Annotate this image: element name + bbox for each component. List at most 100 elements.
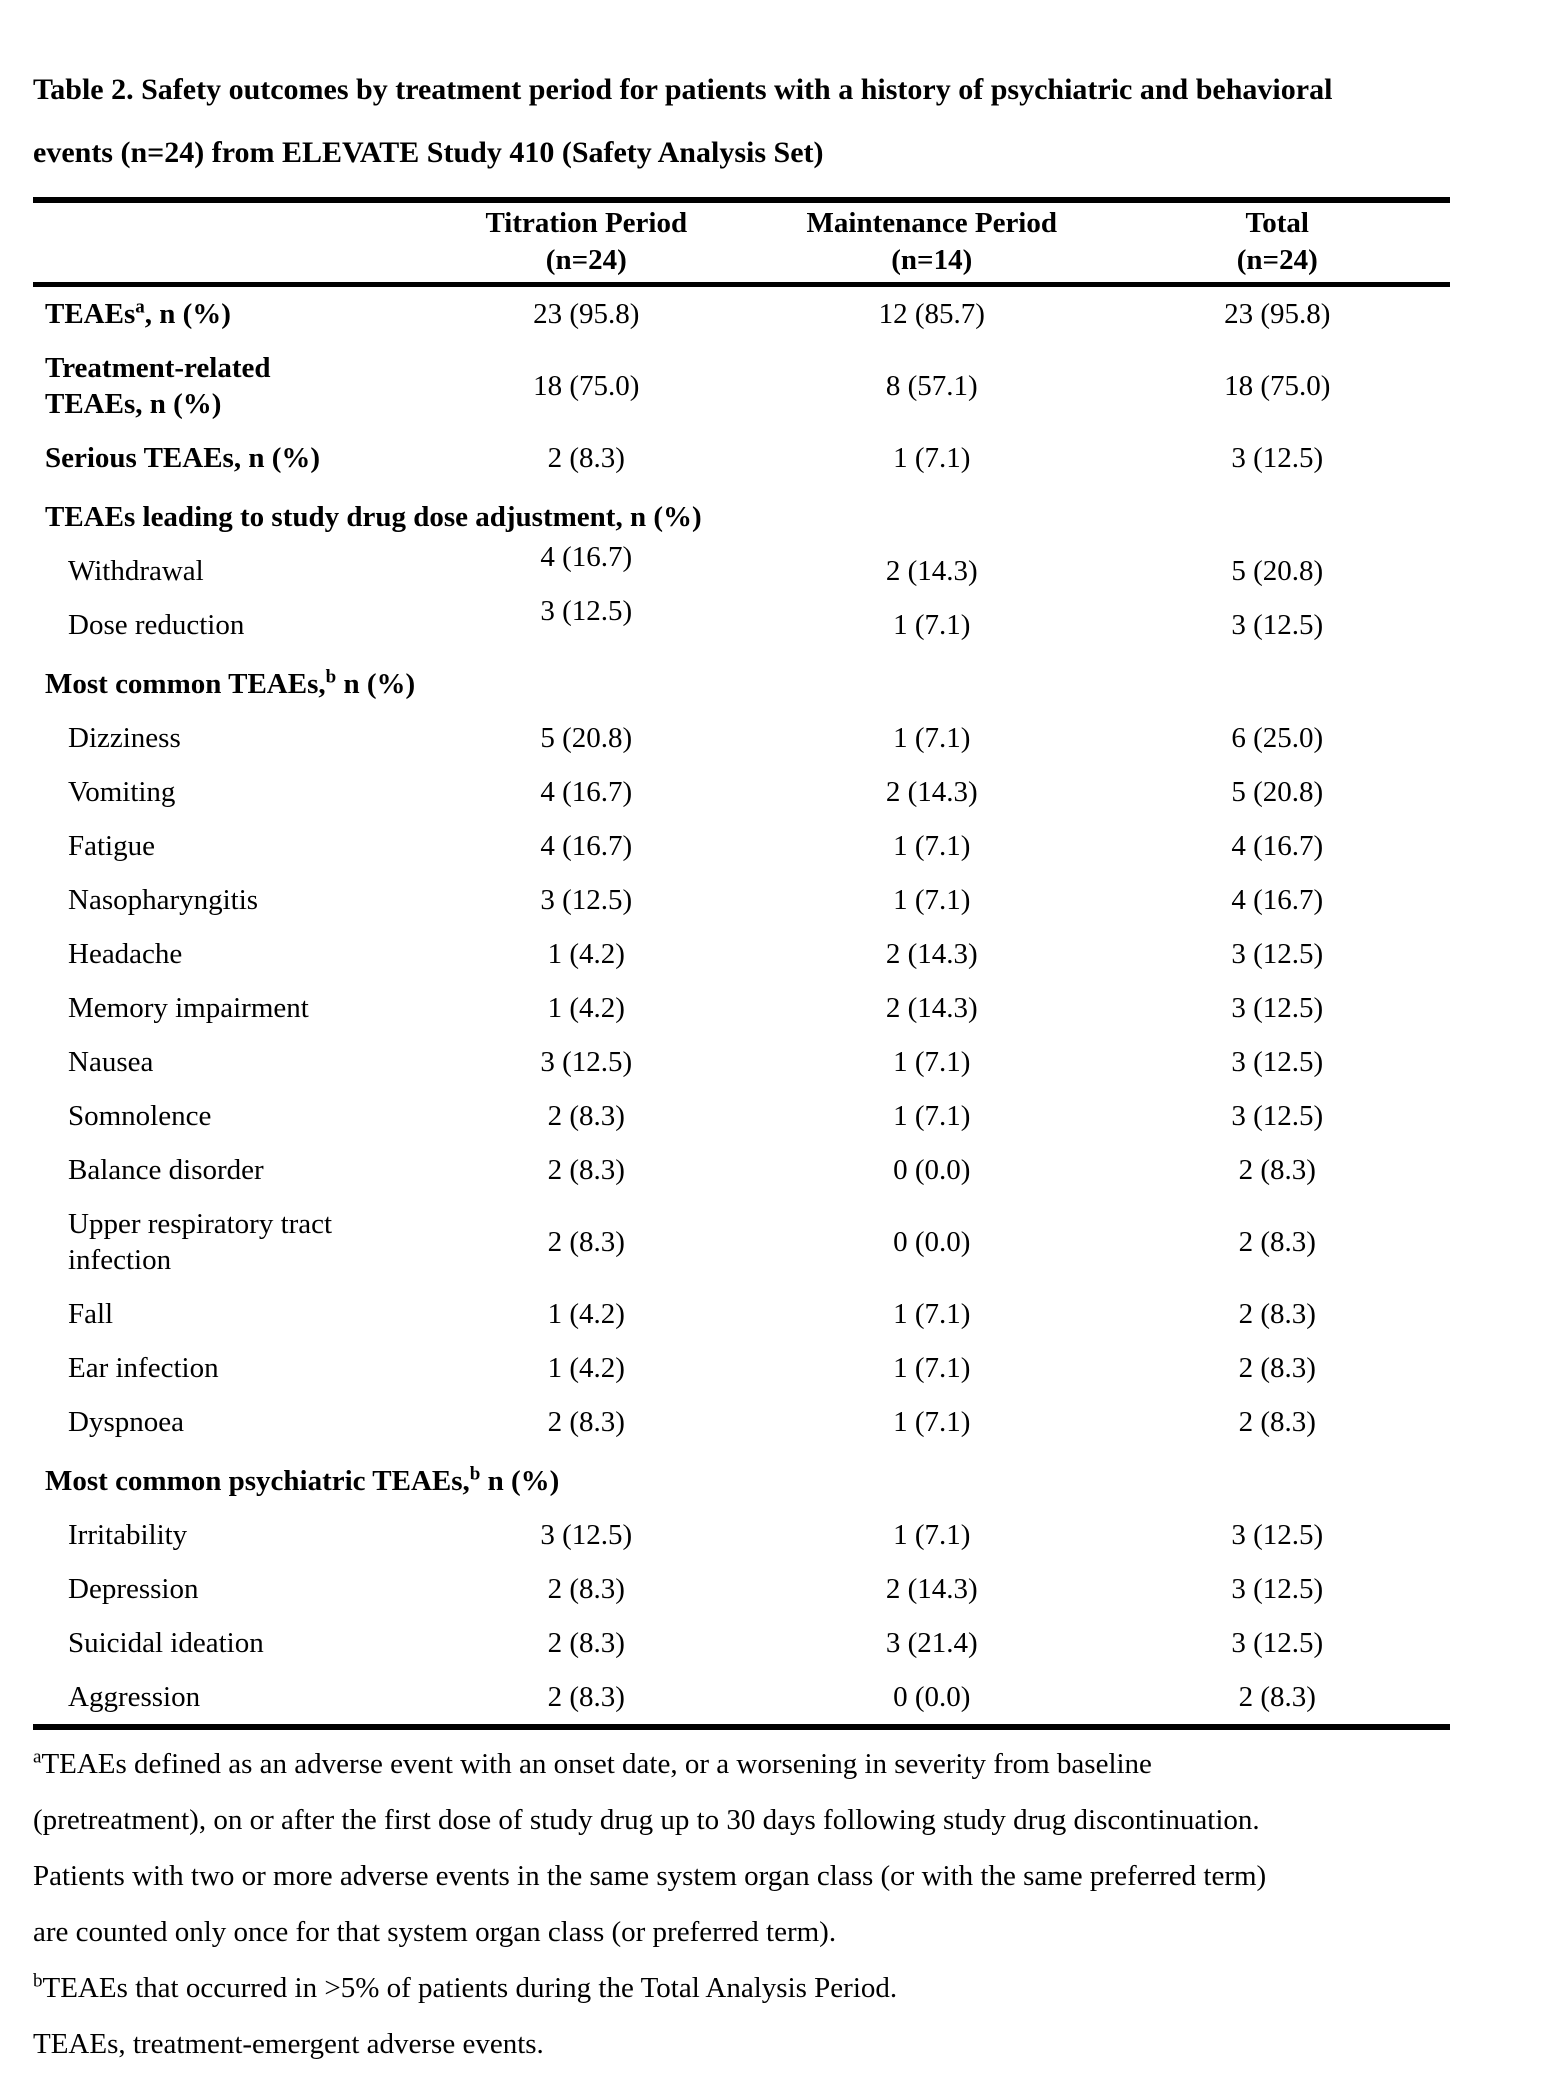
cell-value: 23 (95.8) (1224, 298, 1331, 330)
cell-maintenance: 0 (0.0) (759, 1670, 1104, 1727)
cell-maintenance: 1 (7.1) (759, 1395, 1104, 1449)
cell-titration: 4 (16.7) (414, 765, 759, 819)
section-header-label: Most common psychiatric TEAEs,b n (%) (45, 1463, 560, 1497)
table-row: Suicidal ideation 2 (8.3) 3 (21.4) 3 (12.5) (33, 1616, 1450, 1670)
cell-titration: 23 (95.8) (414, 285, 759, 342)
table-row: Balance disorder 2 (8.3) 0 (0.0) 2 (8.3) (33, 1143, 1450, 1197)
cell-titration: 2 (8.3) (414, 431, 759, 485)
cell-total: 3 (12.5) (1105, 1508, 1451, 1562)
cell-value: 0 (0.0) (893, 1226, 971, 1258)
cell-value: 2 (14.3) (885, 776, 978, 808)
cell-value: 5 (20.8) (540, 722, 633, 754)
footnote-line: bTEAEs that occurred in >5% of patients … (33, 1970, 898, 2004)
section-header-label: TEAEs leading to study drug dose adjustm… (45, 501, 702, 533)
table-row: Irritability 3 (12.5) 1 (7.1) 3 (12.5) (33, 1508, 1450, 1562)
footnote-marker: a (135, 296, 145, 318)
cell-value: 3 (12.5) (1231, 1046, 1324, 1078)
cell-value: 1 (7.1) (893, 1046, 971, 1078)
cell-value: 1 (7.1) (893, 884, 971, 916)
cell-value: 3 (12.5) (1231, 1519, 1324, 1551)
cell-titration: 18 (75.0) (414, 341, 759, 431)
cell-maintenance: 1 (7.1) (759, 873, 1104, 927)
table-row: Serious TEAEs, n (%) 2 (8.3) 1 (7.1) 3 (12.… (33, 431, 1450, 485)
row-label: TEAEsa, n (%) (45, 296, 231, 330)
col-header-total: Total (n=24) (1104, 200, 1450, 287)
cell-maintenance: 1 (7.1) (759, 1508, 1104, 1562)
cell-value: 4 (16.7) (540, 830, 633, 862)
table-row: Treatment-related TEAEs, n (%) 18 (75.0) 8 … (33, 341, 1450, 431)
cell-value: 1 (4.2) (547, 1352, 625, 1384)
col-header-line: (n=24) (1236, 244, 1318, 276)
cell-value: 2 (8.3) (1238, 1352, 1316, 1384)
cell-value: 18 (75.0) (533, 370, 640, 402)
table-row: Vomiting 4 (16.7) 2 (14.3) 5 (20.8) (33, 765, 1450, 819)
row-label: Irritability (68, 1519, 188, 1551)
cell-value: 12 (85.7) (878, 298, 985, 330)
table-row: Somnolence 2 (8.3) 1 (7.1) 3 (12.5) (33, 1089, 1450, 1143)
cell-total: 3 (12.5) (1105, 1089, 1451, 1143)
cell-value: 3 (12.5) (1231, 442, 1324, 474)
cell-total: 3 (12.5) (1105, 927, 1451, 981)
row-label: Vomiting (68, 776, 176, 808)
cell-value: 3 (12.5) (1231, 609, 1324, 641)
cell-titration: 4 (16.7) (414, 541, 759, 598)
cell-value: 3 (12.5) (1231, 1627, 1324, 1659)
row-label: Suicidal ideation (68, 1627, 264, 1659)
row-label: Headache (68, 938, 183, 970)
cell-total: 6 (25.0) (1105, 711, 1451, 765)
table-row: Dose reduction 3 (12.5) 1 (7.1) 3 (12.5) (33, 595, 1450, 652)
table-header: Titration Period (n=24) Maintenance Peri… (33, 200, 1450, 287)
footnote-line: are counted only once for that system or… (33, 1916, 837, 1948)
cell-total: 2 (8.3) (1105, 1143, 1451, 1197)
cell-value: 23 (95.8) (533, 298, 640, 330)
row-label: Fatigue (68, 830, 155, 862)
cell-total: 2 (8.3) (1105, 1670, 1451, 1727)
col-header-maintenance: Maintenance Period (n=14) (759, 200, 1105, 287)
cell-maintenance: 12 (85.7) (759, 285, 1104, 342)
table-row: Nausea 3 (12.5) 1 (7.1) 3 (12.5) (33, 1035, 1450, 1089)
table-body: TEAEsa, n (%) 23 (95.8) 12 (85.7) 23 (95.8)… (33, 285, 1450, 1728)
cell-maintenance: 2 (14.3) (759, 1562, 1104, 1616)
safety-outcomes-table: Titration Period (n=24) Maintenance Peri… (33, 197, 1450, 1730)
col-header-titration: Titration Period (n=24) (413, 200, 760, 287)
cell-value: 3 (12.5) (1231, 938, 1324, 970)
cell-maintenance: 1 (7.1) (759, 819, 1104, 873)
cell-value: 2 (8.3) (547, 1154, 625, 1186)
cell-maintenance: 2 (14.3) (759, 927, 1104, 981)
cell-value: 2 (8.3) (1238, 1681, 1316, 1713)
cell-value: 1 (4.2) (547, 1298, 625, 1330)
cell-titration: 1 (4.2) (414, 927, 759, 981)
footnote-line: aTEAEs defined as an adverse event with … (33, 1746, 1152, 1780)
cell-total: 3 (12.5) (1105, 1035, 1451, 1089)
cell-total: 3 (12.5) (1105, 981, 1451, 1035)
cell-titration: 1 (4.2) (414, 981, 759, 1035)
col-header-line: Titration Period (485, 207, 688, 239)
row-label: Aggression (68, 1681, 201, 1713)
table-row: Fatigue 4 (16.7) 1 (7.1) 4 (16.7) (33, 819, 1450, 873)
cell-value: 3 (21.4) (885, 1627, 978, 1659)
cell-titration: 2 (8.3) (414, 1197, 759, 1287)
cell-value: 2 (8.3) (547, 1100, 625, 1132)
table-row: Nasopharyngitis 3 (12.5) 1 (7.1) 4 (16.7) (33, 873, 1450, 927)
cell-value: 2 (8.3) (1238, 1226, 1316, 1258)
section-row: TEAEs leading to study drug dose adjustm… (33, 485, 1450, 544)
cell-value: 2 (8.3) (547, 442, 625, 474)
cell-titration: 2 (8.3) (414, 1089, 759, 1143)
cell-maintenance: 0 (0.0) (759, 1143, 1104, 1197)
cell-value: 2 (14.3) (885, 992, 978, 1024)
cell-maintenance: 2 (14.3) (759, 544, 1104, 598)
table-row: Headache 1 (4.2) 2 (14.3) 3 (12.5) (33, 927, 1450, 981)
cell-maintenance: 1 (7.1) (759, 1341, 1104, 1395)
cell-value: 2 (8.3) (1238, 1154, 1316, 1186)
cell-value: 6 (25.0) (1231, 722, 1324, 754)
cell-value: 3 (12.5) (1231, 1100, 1324, 1132)
cell-value: 1 (7.1) (893, 722, 971, 754)
table-row: Ear infection 1 (4.2) 1 (7.1) 2 (8.3) (33, 1341, 1450, 1395)
cell-value: 3 (12.5) (540, 1519, 633, 1551)
cell-maintenance: 3 (21.4) (759, 1616, 1104, 1670)
cell-titration: 3 (12.5) (414, 595, 759, 652)
col-header-line: Maintenance Period (806, 207, 1057, 239)
cell-total: 3 (12.5) (1105, 431, 1451, 485)
footnote-line: (pretreatment), on or after the first do… (33, 1804, 1260, 1836)
